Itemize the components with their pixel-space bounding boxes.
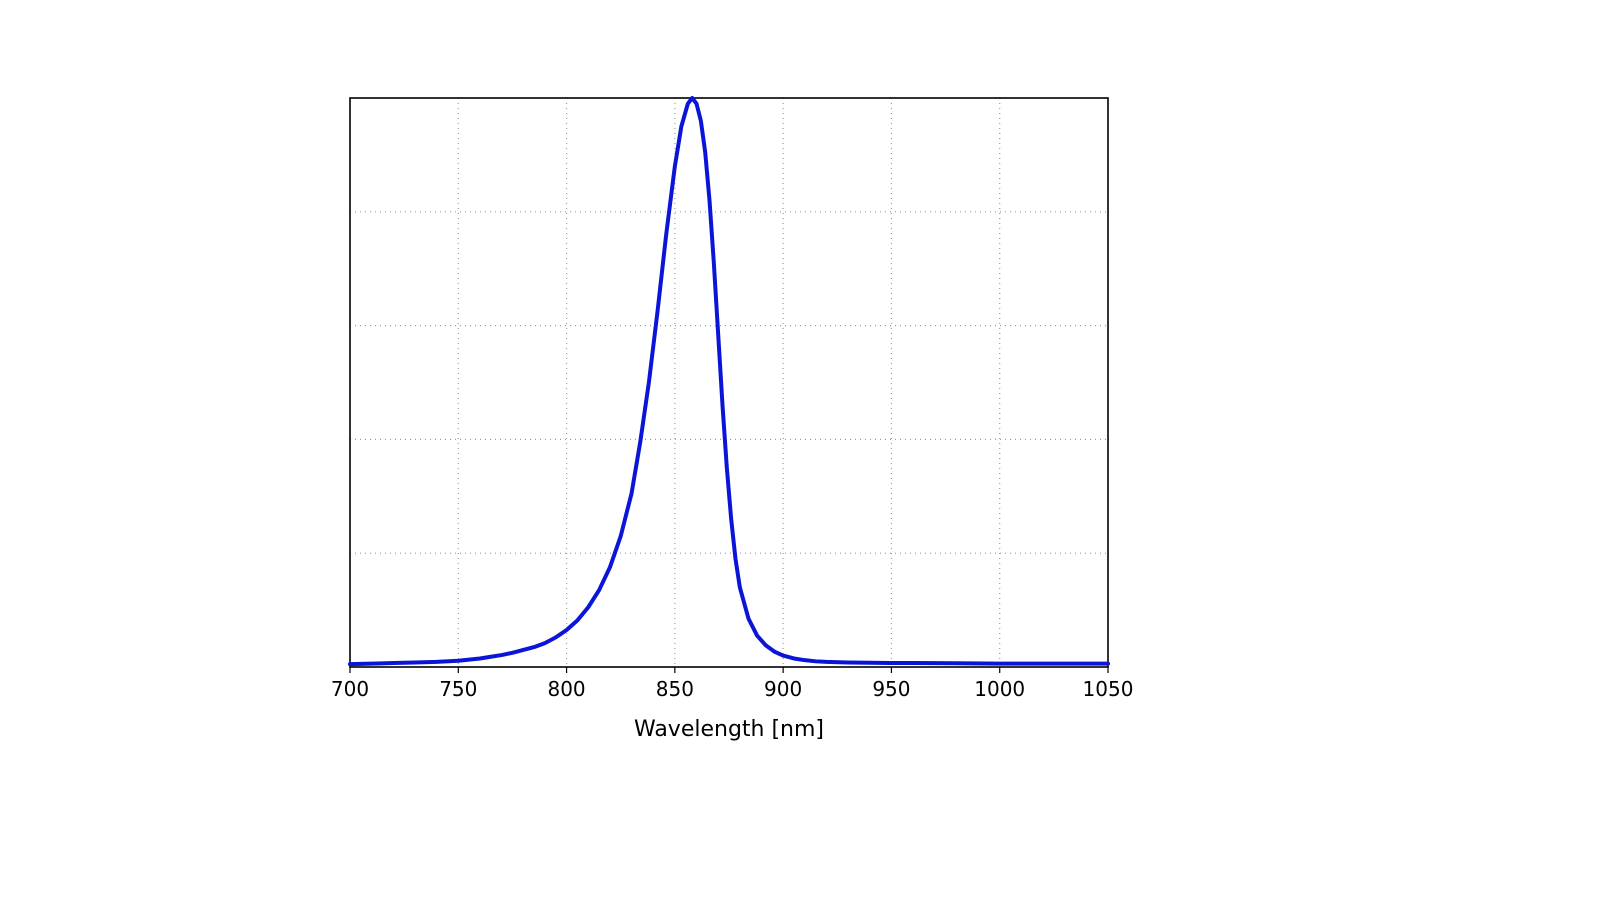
chart-container: 700 750 800 850 900 950 1000 1050 Wavelength [nm… (0, 0, 1600, 900)
xtick-label: 950 (872, 677, 910, 701)
xtick-label: 1000 (974, 677, 1025, 701)
xtick-label: 850 (656, 677, 694, 701)
x-axis-label: Wavelength [nm] (350, 717, 1108, 742)
xtick-label: 700 (331, 677, 369, 701)
xtick-label: 750 (439, 677, 477, 701)
xtick-label: 800 (547, 677, 585, 701)
spectrum-line (350, 98, 1108, 664)
plot-border (350, 98, 1108, 667)
xtick-label: 900 (764, 677, 802, 701)
xtick-label: 1050 (1083, 677, 1134, 701)
chart-svg (0, 0, 1600, 900)
